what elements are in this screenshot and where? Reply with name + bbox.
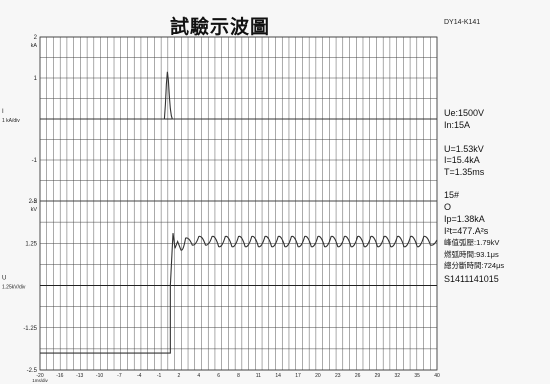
total-break-time: 總分斷時間:724μs bbox=[444, 261, 505, 270]
current-y-tick-label: -2 bbox=[32, 199, 38, 205]
peak-current: Ip=1.38kA bbox=[444, 214, 485, 224]
operation-code: O bbox=[444, 202, 452, 212]
x-tick-label: 26 bbox=[355, 373, 361, 379]
current-unit-label: kA bbox=[31, 43, 38, 49]
x-tick-label: 2 bbox=[178, 373, 181, 379]
voltage-trace bbox=[40, 233, 438, 354]
test-code: DY14-K141 bbox=[444, 19, 481, 26]
voltage-y-tick-label: -2.5 bbox=[27, 368, 38, 374]
time-constant: T=1.35ms bbox=[444, 167, 485, 177]
i2t-value: I²t=477.A²s bbox=[444, 226, 489, 236]
rated-current: In:15A bbox=[444, 120, 471, 130]
x-tick-label: -16 bbox=[56, 373, 63, 379]
x-tick-label: 20 bbox=[315, 373, 321, 379]
voltage-y-tick-label: 1.25 bbox=[25, 241, 37, 247]
serial-number: S1411141015 bbox=[444, 274, 499, 284]
x-tick-label: -1 bbox=[157, 373, 162, 379]
x-tick-label: 6 bbox=[217, 373, 220, 379]
test-voltage: U=1.53kV bbox=[444, 144, 484, 154]
x-tick-label: 17 bbox=[295, 373, 301, 379]
current-y-tick-label: 1 bbox=[34, 76, 38, 82]
x-tick-label: 4 bbox=[197, 373, 200, 379]
voltage-channel-scale: 1.25kV/div bbox=[2, 285, 26, 291]
x-tick-label: 35 bbox=[414, 373, 420, 379]
x-tick-label: 32 bbox=[395, 373, 401, 379]
x-tick-label: -13 bbox=[76, 373, 83, 379]
voltage-unit-label: kV bbox=[31, 207, 38, 213]
plot-frame bbox=[39, 36, 438, 371]
voltage-channel-label: U bbox=[2, 276, 6, 282]
x-tick-label: -4 bbox=[137, 373, 142, 379]
current-channel-scale: 1 kA/div bbox=[2, 118, 20, 124]
peak-arc-voltage: 峰值弧壓:1.79kV bbox=[444, 238, 500, 247]
current-channel-label: I bbox=[2, 109, 4, 115]
arcing-time: 燃弧時間:93.1μs bbox=[444, 250, 499, 259]
x-tick-label: 29 bbox=[375, 373, 381, 379]
x-tick-label: -7 bbox=[117, 373, 122, 379]
test-current: I=15.4kA bbox=[444, 155, 480, 165]
x-unit-label: 1ms/div bbox=[32, 378, 48, 383]
current-y-tick-label: -1 bbox=[32, 158, 38, 164]
current-y-tick-label: 2 bbox=[34, 35, 38, 41]
x-tick-label: 8 bbox=[237, 373, 240, 379]
sample-number: 15# bbox=[444, 190, 460, 200]
x-tick-label: -10 bbox=[96, 373, 103, 379]
x-tick-label: 14 bbox=[275, 373, 281, 379]
x-tick-label: 11 bbox=[256, 373, 261, 379]
rated-voltage: Ue:1500V bbox=[444, 108, 485, 118]
current-trace bbox=[40, 71, 437, 120]
x-tick-label: 23 bbox=[335, 373, 341, 379]
x-tick-label: -20 bbox=[36, 373, 43, 379]
page-title: 試驗示波圖 bbox=[169, 16, 270, 38]
voltage-y-tick-label: -1.25 bbox=[23, 326, 37, 332]
voltage-y-tick-label: 2.5 bbox=[29, 199, 38, 205]
x-tick-label: 40 bbox=[434, 373, 440, 379]
